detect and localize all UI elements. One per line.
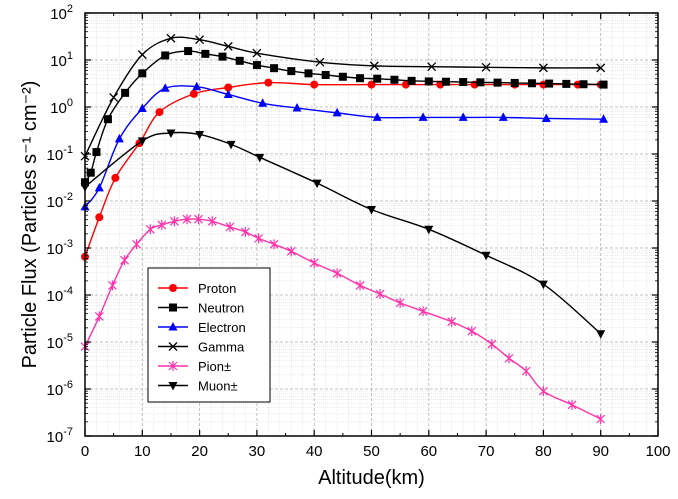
data-point-neutron xyxy=(138,69,146,77)
y-tick-label: 10-3 xyxy=(47,238,73,258)
data-point-neutron xyxy=(373,75,381,83)
data-point-neutron xyxy=(600,81,608,89)
data-point-neutron xyxy=(287,67,295,75)
data-point-neutron xyxy=(494,79,502,87)
x-tick-label: 100 xyxy=(645,443,670,460)
y-tick-label: 10-4 xyxy=(47,285,73,305)
x-tick-label: 40 xyxy=(306,443,323,460)
y-tick-label: 100 xyxy=(50,97,73,117)
y-tick-label: 10-2 xyxy=(47,191,73,211)
data-point-neutron xyxy=(236,57,244,65)
legend-label: Electron xyxy=(198,320,246,335)
data-point-proton xyxy=(111,174,119,182)
data-point-neutron xyxy=(161,51,169,59)
y-tick-label: 102 xyxy=(50,3,73,23)
x-tick-label: 60 xyxy=(420,443,437,460)
data-point-proton xyxy=(95,213,103,221)
data-point-neutron xyxy=(425,77,433,85)
data-point-neutron xyxy=(476,78,484,86)
x-tick-label: 0 xyxy=(81,443,89,460)
legend-marker xyxy=(169,304,177,312)
data-point-neutron xyxy=(304,69,312,77)
data-point-neutron xyxy=(545,80,553,88)
y-tick-label: 10-7 xyxy=(47,426,73,446)
data-point-neutron xyxy=(322,71,330,79)
data-point-neutron xyxy=(184,47,192,55)
data-point-proton xyxy=(264,79,272,87)
data-point-neutron xyxy=(408,77,416,85)
data-point-neutron xyxy=(270,64,278,72)
x-tick-label: 50 xyxy=(363,443,380,460)
y-tick-label: 10-1 xyxy=(47,144,73,164)
data-point-neutron xyxy=(219,53,227,61)
data-point-neutron xyxy=(201,50,209,58)
data-point-neutron xyxy=(253,61,261,69)
data-point-neutron xyxy=(511,79,519,87)
data-point-proton xyxy=(155,108,163,116)
x-tick-label: 90 xyxy=(592,443,609,460)
legend-label: Neutron xyxy=(198,301,244,316)
legend: Proton Neutron Electron Gamma Pion± Muon± xyxy=(148,268,270,402)
data-point-neutron xyxy=(528,79,536,87)
data-point-neutron xyxy=(104,115,112,123)
x-tick-label: 10 xyxy=(134,443,151,460)
data-point-neutron xyxy=(562,80,570,88)
data-point-neutron xyxy=(92,148,100,156)
legend-label: Proton xyxy=(198,281,236,296)
legend-label: Muon± xyxy=(198,379,238,394)
data-point-proton xyxy=(310,81,318,89)
data-point-neutron xyxy=(390,76,398,84)
data-point-neutron xyxy=(442,78,450,86)
legend-label: Pion± xyxy=(198,359,231,374)
x-tick-label: 70 xyxy=(478,443,495,460)
data-point-neutron xyxy=(459,78,467,86)
y-axis-title: Particle Flux (Particles s⁻¹ cm⁻²) xyxy=(19,81,41,369)
legend-marker xyxy=(169,284,177,292)
data-point-neutron xyxy=(356,74,364,82)
y-tick-label: 10-6 xyxy=(47,379,73,399)
x-tick-label: 30 xyxy=(249,443,266,460)
data-point-neutron xyxy=(121,89,129,97)
data-point-proton xyxy=(190,90,198,98)
x-tick-label: 20 xyxy=(191,443,208,460)
y-tick-label: 101 xyxy=(50,50,73,70)
y-tick-label: 10-5 xyxy=(47,332,73,352)
data-point-neutron xyxy=(580,80,588,88)
x-tick-label: 80 xyxy=(535,443,552,460)
legend-label: Gamma xyxy=(198,340,245,355)
x-axis-title: Altitude(km) xyxy=(318,467,425,489)
data-point-neutron xyxy=(339,73,347,81)
